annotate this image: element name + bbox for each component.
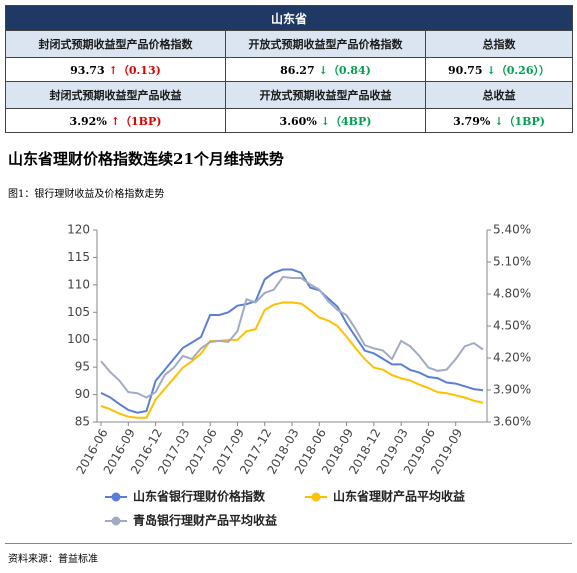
y2-tick-label: 5.10% bbox=[493, 255, 531, 269]
legend-marker bbox=[111, 492, 121, 502]
value-cell: 3.79% ↓（1BP) bbox=[424, 108, 574, 133]
value-cell: 3.92% ↑（1BP) bbox=[5, 108, 226, 133]
value: 3.92% bbox=[69, 114, 107, 128]
caption: 图1：银行理财收益及价格指数走势 bbox=[8, 189, 165, 200]
y2-tick-label: 3.90% bbox=[493, 383, 531, 397]
y-tick-label: 115 bbox=[67, 250, 90, 264]
source: 资料来源：普益标准 bbox=[8, 554, 98, 565]
series-line bbox=[100, 275, 484, 399]
heading: 山东省理财价格指数连续21个月维持跌势 bbox=[8, 150, 284, 168]
header-row: 封闭式预期收益型产品收益 开放式预期收益型产品收益 总收益 bbox=[5, 81, 574, 109]
y2-tick-label: 4.20% bbox=[493, 351, 531, 365]
change: ↑（0.13) bbox=[108, 63, 161, 77]
summary-table: 山东省 封闭式预期收益型产品价格指数 开放式预期收益型产品价格指数 总指数 93.73… bbox=[4, 5, 574, 133]
value: 3.79% bbox=[453, 114, 491, 128]
header-row: 封闭式预期收益型产品价格指数 开放式预期收益型产品价格指数 总指数 bbox=[5, 30, 574, 58]
column-header: 总收益 bbox=[424, 81, 574, 109]
y2-tick-label: 4.80% bbox=[493, 287, 531, 301]
y-tick-label: 110 bbox=[67, 277, 90, 291]
table-body: 封闭式预期收益型产品价格指数 开放式预期收益型产品价格指数 总指数 93.73 ↑（0.… bbox=[5, 30, 574, 133]
y2-tick-label: 3.60% bbox=[493, 415, 531, 429]
value-cell: 93.73 ↑（0.13) bbox=[5, 57, 226, 82]
change: ↓（1BP) bbox=[494, 114, 545, 128]
y2-tick-label: 4.50% bbox=[493, 319, 531, 333]
value: 86.27 bbox=[280, 63, 315, 77]
table-title: 山东省 bbox=[4, 5, 574, 31]
rule bbox=[5, 543, 572, 544]
legend-marker bbox=[111, 516, 121, 526]
column-header: 封闭式预期收益型产品收益 bbox=[5, 81, 226, 109]
value-cell: 86.27 ↓（0.84) bbox=[225, 57, 426, 82]
legend-label: 山东省银行理财价格指数 bbox=[133, 489, 266, 504]
change: ↓（0.26）） bbox=[486, 63, 550, 77]
value: 3.60% bbox=[279, 114, 317, 128]
y-tick-label: 120 bbox=[67, 223, 90, 237]
y-tick-label: 95 bbox=[75, 360, 90, 374]
value-row: 93.73 ↑（0.13) 86.27 ↓（0.84) 90.75 ↓（0.26）） bbox=[5, 57, 574, 82]
y-tick-label: 100 bbox=[67, 332, 90, 346]
value-cell: 3.60% ↓（4BP) bbox=[225, 108, 426, 133]
change: ↑（1BP) bbox=[110, 114, 162, 128]
legend-label: 青岛银行理财产品平均收益 bbox=[133, 513, 277, 528]
y2-tick-label: 5.40% bbox=[493, 223, 531, 237]
column-header: 开放式预期收益型产品收益 bbox=[225, 81, 426, 109]
column-header: 总指数 bbox=[424, 30, 574, 58]
legend-label: 山东省理财产品平均收益 bbox=[333, 489, 465, 504]
y-tick-label: 90 bbox=[75, 387, 90, 401]
value: 93.73 bbox=[70, 63, 105, 77]
value: 90.75 bbox=[448, 63, 483, 77]
legend-marker bbox=[311, 492, 321, 502]
change: ↓（4BP) bbox=[320, 114, 372, 128]
series-line bbox=[100, 268, 484, 414]
value-row: 3.92% ↑（1BP) 3.60% ↓（4BP) 3.79% ↓（1BP) bbox=[5, 108, 574, 133]
change: ↓（0.84) bbox=[318, 63, 371, 77]
y-tick-label: 85 bbox=[75, 415, 90, 429]
series-line bbox=[100, 301, 484, 419]
y-tick-label: 105 bbox=[67, 305, 90, 319]
